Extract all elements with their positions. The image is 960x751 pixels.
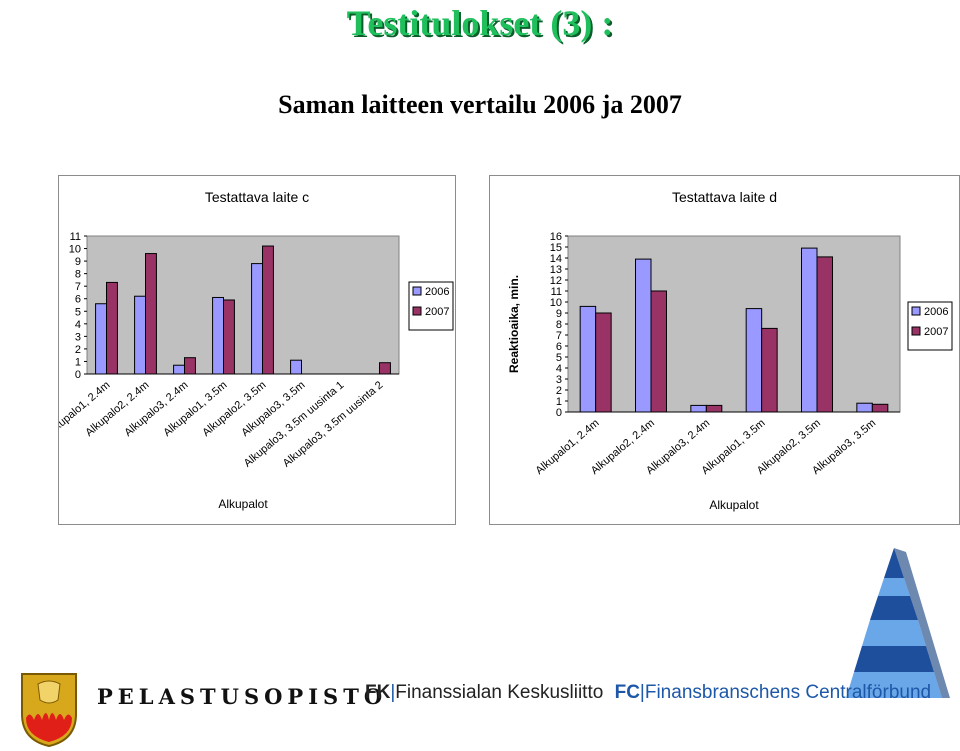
y-tick-label: 10 <box>69 244 81 256</box>
chart-panel-device-d: Testattava laite d 0 1 2 3 4 5 6 7 8 9 10 11 12 13 14 15… <box>489 175 960 525</box>
chart-title: Testattava laite d <box>672 189 777 205</box>
fk-prefix: FK <box>365 682 391 703</box>
legend-label-2007: 2007 <box>924 326 948 338</box>
chart-title: Testattava laite c <box>205 189 309 205</box>
bar-2006 <box>856 402 873 413</box>
bar-2007 <box>223 299 235 375</box>
y-tick-label: 1 <box>556 396 562 408</box>
y-tick-label: 5 <box>556 352 562 364</box>
y-tick-label: 11 <box>70 231 81 243</box>
x-axis-label: Alkupalot <box>709 498 759 512</box>
legend-swatch-2006 <box>911 306 921 316</box>
y-tick-label: 8 <box>556 319 562 331</box>
y-tick-label: 4 <box>556 363 562 375</box>
y-tick-label: 1 <box>75 356 81 368</box>
y-tick-label: 13 <box>550 264 562 276</box>
y-tick-label: 5 <box>75 306 81 318</box>
bar-2007 <box>871 403 889 413</box>
bar-2006 <box>212 296 225 375</box>
fk-separator: | <box>390 682 396 703</box>
bar-2006 <box>173 364 186 375</box>
y-tick-label: 16 <box>550 231 562 243</box>
y-axis-label: Reaktioaika, min. <box>507 275 521 373</box>
y-tick-label: 10 <box>550 297 562 309</box>
y-tick-label: 8 <box>75 269 81 281</box>
crest-logo-icon <box>21 673 77 748</box>
legend-swatch-2007 <box>412 306 422 316</box>
legend-swatch-2007 <box>911 326 921 336</box>
plot-area <box>567 235 901 413</box>
bar-2006 <box>635 258 652 413</box>
y-tick-label: 11 <box>551 286 562 298</box>
y-tick-label: 0 <box>75 369 81 381</box>
bar-2006 <box>801 247 818 413</box>
y-tick-label: 7 <box>556 330 562 342</box>
fk-logo: FK|Finanssialan Keskusliitto FC|Finansbr… <box>365 682 931 704</box>
fc-text: Finansbranschens Centralförbund <box>644 682 932 703</box>
bar-2007 <box>106 281 118 375</box>
bar-2006 <box>690 404 707 413</box>
chart-device-d: Testattava laite d0123456789101112131415… <box>507 189 953 512</box>
bar-2006 <box>251 263 264 375</box>
bar-2006 <box>95 303 108 375</box>
legend-label-2006: 2006 <box>425 286 449 298</box>
chart-panel-device-c: Testattava laite c01234567891011Reaktioa… <box>24 175 456 525</box>
y-tick-label: 2 <box>556 385 562 397</box>
bar-2007 <box>595 312 612 413</box>
bar-2007 <box>379 362 391 375</box>
legend-swatch-2006 <box>412 286 422 296</box>
bar-2006 <box>745 308 763 413</box>
y-tick-label: 6 <box>75 294 81 306</box>
y-tick-label: 6 <box>556 341 562 353</box>
bar-2007 <box>816 256 833 413</box>
y-tick-label: 3 <box>75 331 81 343</box>
pyramid-logo-icon <box>846 548 950 698</box>
pelastusopisto-logo: Pelastusopisto <box>97 684 388 709</box>
page-title: Testitulokset (3) : <box>346 3 614 43</box>
legend-label-2006: 2006 <box>924 306 948 318</box>
plot-area <box>86 235 400 375</box>
legend-label-2007: 2007 <box>425 306 449 318</box>
bar-2007 <box>761 327 778 413</box>
y-tick-label: 15 <box>550 242 562 254</box>
y-tick-label: 0 <box>556 407 562 419</box>
bar-2006 <box>579 305 597 413</box>
y-tick-label: 7 <box>75 281 81 293</box>
y-tick-label: 14 <box>550 253 562 265</box>
bar-2007 <box>145 253 157 375</box>
y-tick-label: 4 <box>75 319 81 331</box>
x-axis-label: Alkupalot <box>218 497 268 511</box>
bar-2007 <box>705 404 723 413</box>
y-tick-label: 9 <box>556 308 562 320</box>
fc-separator: | <box>639 682 645 703</box>
bar-2007 <box>262 245 274 375</box>
page-subtitle: Saman laitteen vertailu 2006 ja 2007 <box>278 90 682 119</box>
y-tick-label: 9 <box>75 256 81 268</box>
y-tick-label: 3 <box>556 374 562 386</box>
y-tick-label: 12 <box>550 275 562 287</box>
fc-prefix: FC <box>614 682 640 703</box>
fk-text: Finanssialan Keskusliitto <box>395 682 604 703</box>
y-tick-label: 2 <box>75 344 81 356</box>
bar-2007 <box>650 290 667 413</box>
bar-2006 <box>134 295 147 375</box>
bar-2006 <box>290 359 303 375</box>
bar-2007 <box>184 357 196 375</box>
chart-device-c: Testattava laite c01234567891011Reaktioa… <box>24 189 454 511</box>
